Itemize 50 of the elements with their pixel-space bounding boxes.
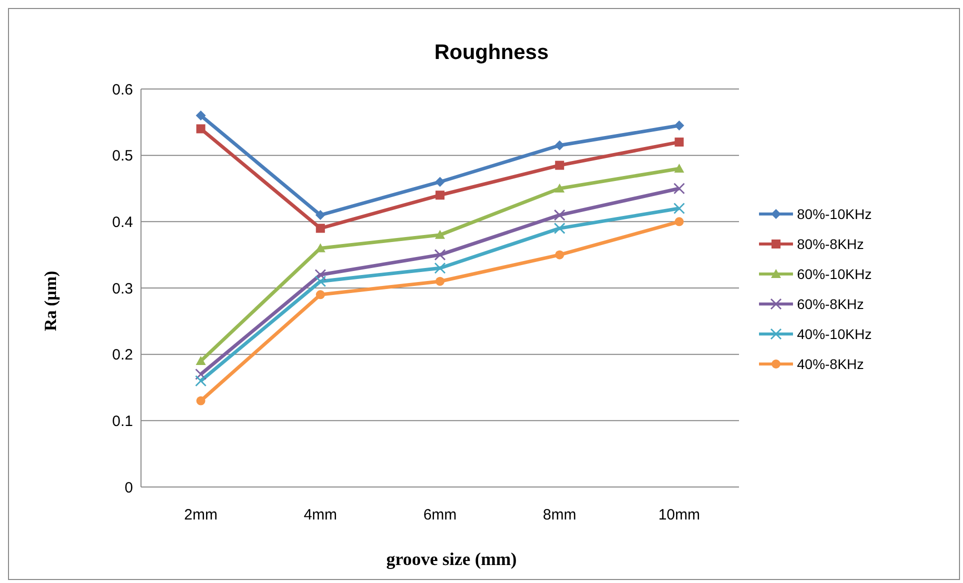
legend-label: 40%-10KHz — [797, 326, 872, 342]
point — [196, 124, 206, 134]
point — [673, 202, 685, 214]
point — [316, 224, 325, 233]
point — [435, 176, 445, 187]
y-tick-label: 0 — [124, 479, 133, 496]
point — [315, 210, 326, 220]
legend-label: 40%-8KHz — [797, 356, 864, 372]
point — [434, 262, 446, 274]
x-tick-label: 6mm — [423, 506, 457, 524]
legend-label: 60%-8KHz — [797, 296, 864, 312]
point — [314, 268, 326, 280]
x-tick-label: 8mm — [542, 506, 576, 524]
y-tick-label: 0.6 — [112, 81, 133, 98]
point — [196, 356, 206, 365]
point — [434, 249, 446, 261]
x-axis-title: groove size (mm) — [385, 549, 518, 570]
point — [436, 190, 444, 200]
point — [314, 276, 326, 288]
x-tick-label: 4mm — [304, 506, 338, 524]
chart-title: Roughness — [433, 41, 550, 65]
point — [196, 110, 206, 121]
legend-label: 80%-8KHz — [797, 236, 864, 252]
point — [196, 396, 206, 406]
point — [554, 140, 565, 150]
point — [674, 217, 684, 226]
legend-label: 60%-10KHz — [797, 266, 872, 282]
y-tick-label: 0.3 — [112, 280, 133, 298]
y-axis-title: Ra (µm) — [41, 270, 61, 332]
x-tick-label: 2mm — [184, 506, 218, 524]
y-tick-label: 0.2 — [112, 346, 133, 364]
point — [674, 120, 684, 130]
point — [674, 164, 684, 173]
point — [195, 368, 207, 380]
point — [554, 184, 565, 192]
y-tick-label: 0.5 — [112, 148, 133, 165]
point — [554, 222, 566, 234]
point — [554, 209, 566, 221]
point — [674, 138, 684, 147]
point — [673, 182, 685, 194]
legend-label: 80%-10KHz — [797, 206, 872, 222]
y-tick-label: 0.1 — [112, 412, 133, 430]
x-tick-label: 10mm — [658, 506, 700, 524]
point — [195, 375, 207, 387]
point — [436, 276, 444, 286]
point — [555, 160, 564, 170]
y-tick-label: 0.4 — [112, 214, 133, 231]
point — [316, 290, 325, 300]
point — [435, 230, 445, 239]
point — [555, 250, 564, 260]
